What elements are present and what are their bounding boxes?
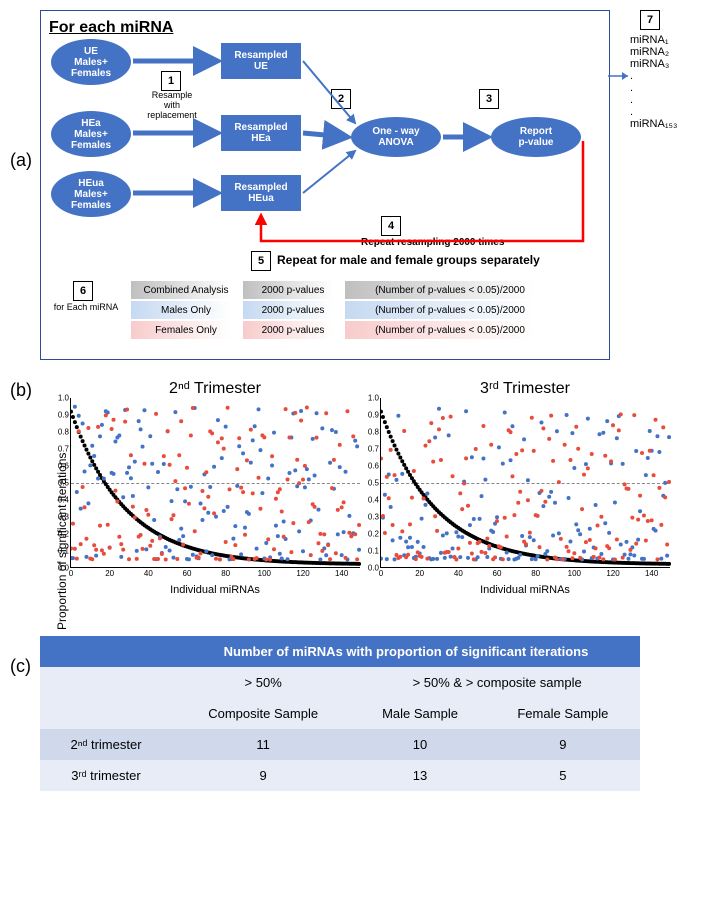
oval-report: Reportp-value (491, 117, 581, 157)
panel-b-container: (b) Proportion of significant iterations… (40, 380, 699, 596)
table-c: Number of miRNAs with proportion of sign… (40, 636, 640, 791)
xlabel-2: Individual miRNAs (380, 584, 670, 596)
legend-cell: (Number of p-values < 0.05)/2000 (345, 321, 557, 339)
rect-rheua: ResampledHEua (221, 175, 301, 211)
step-4-text: Repeat resampling 2000 times (361, 237, 504, 248)
r0c1: 10 (354, 729, 485, 760)
step-4: 4 (381, 216, 401, 236)
scatter-3rd-col: 3ʳᵈ Trimester 0.00.10.20.30.40.50.60.70.… (380, 380, 670, 596)
oval-hea: HEaMales+Females (51, 111, 131, 157)
panel-a-label: (a) (10, 150, 32, 171)
panel-b-label: (b) (10, 380, 32, 401)
mirna-list-item: . (630, 94, 677, 106)
mirna-list-item: miRNA₁₅₃ (630, 118, 677, 130)
r1c1: 13 (354, 760, 485, 791)
scatter-2nd: 0.00.10.20.30.40.50.60.70.80.91.00204060… (70, 398, 360, 568)
col-1: Composite Sample (172, 698, 354, 729)
step-3: 3 (479, 89, 499, 109)
legend-cell: 2000 p-values (243, 321, 345, 339)
legend-cell: 2000 p-values (243, 281, 345, 299)
arrow-to-list (608, 66, 688, 86)
r0c2: 9 (486, 729, 640, 760)
oval-heua: HEuaMales+Females (51, 171, 131, 217)
rect-rhea: ResampledHEa (221, 115, 301, 151)
col-2: Male Sample (354, 698, 485, 729)
xlabel-1: Individual miRNAs (70, 584, 360, 596)
r1c0: 9 (172, 760, 354, 791)
step-7: 7 (640, 10, 660, 30)
legend-cell: (Number of p-values < 0.05)/2000 (345, 281, 557, 299)
mirna-list-item: miRNA₁ (630, 34, 677, 46)
step-1: 1 (161, 71, 181, 91)
panel-c-label: (c) (10, 656, 31, 677)
row-0-label: 2ⁿᵈ trimester (40, 729, 172, 760)
panel-a-container: (a) For each miRNA UEMales+Females HEaMa… (10, 10, 699, 360)
legend-cell: Females Only (131, 321, 243, 339)
rect-rue: ResampledUE (221, 43, 301, 79)
mirna-list-item: . (630, 106, 677, 118)
r0c0: 11 (172, 729, 354, 760)
table-c-header: Number of miRNAs with proportion of sign… (172, 636, 640, 667)
step-5: 5 (251, 251, 271, 271)
legend-cell: Combined Analysis (131, 281, 243, 299)
panel-c-container: (c) Number of miRNAs with proportion of … (40, 636, 699, 791)
step-6-text: for Each miRNA (51, 303, 121, 313)
title-3rd: 3ʳᵈ Trimester (380, 380, 670, 398)
step-2: 2 (331, 89, 351, 109)
legend-cell: 2000 p-values (243, 301, 345, 319)
col-3: Female Sample (486, 698, 640, 729)
title-2nd: 2ⁿᵈ Trimester (70, 380, 360, 398)
step-6: 6 (73, 281, 93, 301)
step-5-text: Repeat for male and female groups separa… (277, 253, 540, 267)
mirna-list-item: miRNA₂ (630, 46, 677, 58)
oval-ue: UEMales+Females (51, 39, 131, 85)
panel-a-header: For each miRNA (49, 19, 601, 37)
scatter-2nd-col: 2ⁿᵈ Trimester 0.00.10.20.30.40.50.60.70.… (70, 380, 360, 596)
step-1-text: Resample withreplacement (143, 91, 201, 121)
oval-anova: One - wayANOVA (351, 117, 441, 157)
sub-2: > 50% & > composite sample (354, 667, 640, 698)
row-1-label: 3ʳᵈ trimester (40, 760, 172, 791)
legend-cell: Males Only (131, 301, 243, 319)
r1c2: 5 (486, 760, 640, 791)
panel-a-box: For each miRNA UEMales+Females HEaMales+… (40, 10, 610, 360)
legend-cell: (Number of p-values < 0.05)/2000 (345, 301, 557, 319)
scatter-3rd: 0.00.10.20.30.40.50.60.70.80.91.00204060… (380, 398, 670, 568)
sub-1: > 50% (172, 667, 354, 698)
